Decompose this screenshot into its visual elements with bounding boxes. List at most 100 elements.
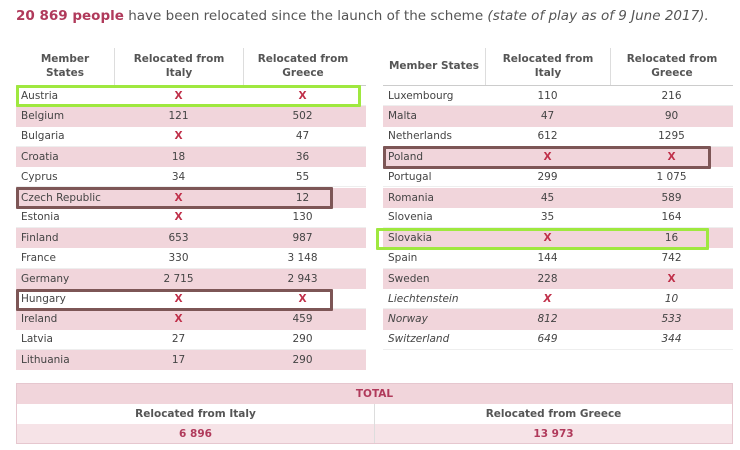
table-row: Belgium 121 502 — [16, 106, 366, 127]
cell-value: 330 — [168, 252, 189, 265]
column-header: Relocated from Greece — [610, 48, 733, 85]
cell-value: 742 — [661, 252, 682, 265]
cell-value: X — [174, 130, 183, 143]
country-name: Bulgaria — [21, 130, 65, 143]
total-header: Relocated from Greece — [485, 408, 622, 420]
country-name: Sweden — [388, 272, 430, 285]
table-row: Slovenia 35 164 — [383, 207, 733, 229]
cell-value: 2 715 — [163, 272, 194, 285]
table-row: Bulgaria X 47 — [16, 126, 366, 147]
highlight-box — [16, 187, 333, 209]
cell-value: 1 075 — [656, 170, 687, 183]
cell-value: 12 — [295, 191, 310, 204]
cell-value: 47 — [540, 110, 555, 123]
cell-value: 612 — [537, 130, 558, 143]
cell-value: 35 — [540, 211, 555, 224]
country-name: Romania — [388, 191, 434, 204]
cell-value: 110 — [537, 89, 558, 102]
country-name: Cyprus — [21, 170, 58, 183]
cell-value: 47 — [295, 130, 310, 143]
cell-value: 533 — [661, 313, 682, 326]
country-name: Finland — [21, 232, 59, 245]
cell-value: 2 943 — [287, 272, 318, 285]
table-row: Ireland X 459 — [16, 309, 366, 330]
table-row: France 330 3 148 — [16, 248, 366, 269]
cell-value: 812 — [537, 313, 558, 326]
country-name: Germany — [21, 272, 70, 285]
cell-value: 502 — [292, 110, 313, 123]
table-row: Malta 47 90 — [383, 106, 733, 127]
total-title: TOTAL — [17, 384, 732, 404]
country-name: Norway — [388, 313, 428, 326]
headline: 20 869 people have been relocated since … — [16, 8, 709, 24]
table-row: Sweden 228 X — [383, 268, 733, 289]
cell-value: 36 — [295, 151, 310, 164]
column-header: Relocated from Italy — [114, 48, 243, 85]
table: Member States Relocated from Italy Relocat… — [383, 48, 733, 350]
cell-value: 17 — [171, 354, 186, 367]
country-name: Spain — [388, 252, 418, 265]
cell-value: 18 — [171, 151, 186, 164]
country-name: Netherlands — [388, 130, 453, 143]
cell-value: X — [174, 191, 183, 204]
headline-text: have been relocated since the launch of … — [128, 8, 484, 24]
cell-value: X — [174, 89, 183, 102]
cell-value: 228 — [537, 272, 558, 285]
table-row: Norway 812 533 — [383, 309, 733, 330]
country-name: Liechtenstein — [388, 292, 459, 305]
table-row: Slovakia X 16 — [383, 228, 733, 249]
country-name: Luxembourg — [388, 89, 454, 102]
highlight-box — [383, 146, 711, 169]
country-name: Croatia — [21, 151, 59, 164]
cell-value: X — [667, 151, 676, 164]
country-name: Belgium — [21, 110, 65, 123]
total-value: 13 973 — [375, 424, 732, 443]
country-name: Slovenia — [388, 211, 433, 224]
table-row: Switzerland 649 344 — [383, 329, 733, 350]
headline-highlight: 20 869 people — [16, 8, 124, 24]
cell-value: 121 — [168, 110, 189, 123]
table-row: Netherlands 612 1295 — [383, 126, 733, 147]
headline-note: (state of play as of 9 June 2017). — [487, 8, 709, 24]
cell-value: 16 — [664, 232, 679, 245]
cell-value: X — [543, 151, 552, 164]
cell-value: 649 — [537, 333, 558, 346]
table-row: Luxembourg 110 216 — [383, 86, 733, 107]
country-name: Lithuania — [21, 354, 70, 367]
total-header: Relocated from Italy — [17, 404, 375, 424]
highlight-box — [376, 228, 709, 250]
cell-value: 34 — [171, 170, 186, 183]
cell-value: X — [667, 272, 676, 285]
cell-value: 653 — [168, 232, 189, 245]
cell-value: X — [174, 292, 183, 305]
column-header: Relocated from Greece — [243, 48, 362, 85]
cell-value: 45 — [540, 191, 555, 204]
table-row: Latvia 27 290 — [16, 329, 366, 350]
table-row: Portugal 299 1 075 — [383, 167, 733, 188]
country-name: Czech Republic — [21, 191, 101, 204]
cell-value: X — [174, 211, 183, 224]
cell-value: X — [543, 292, 552, 305]
cell-value: 90 — [664, 110, 679, 123]
country-name: Malta — [388, 110, 417, 123]
cell-value: X — [298, 89, 307, 102]
cell-value: 27 — [171, 333, 186, 346]
table-row: Finland 653 987 — [16, 228, 366, 249]
cell-value: X — [543, 232, 552, 245]
country-name: Latvia — [21, 333, 53, 346]
country-name: France — [21, 252, 56, 265]
highlight-box — [16, 289, 333, 311]
cell-value: 55 — [295, 170, 310, 183]
country-name: Hungary — [21, 292, 66, 305]
table-row: Spain 144 742 — [383, 248, 733, 269]
cell-value: 459 — [292, 313, 313, 326]
table-row: Germany 2 715 2 943 — [16, 268, 366, 289]
column-header: Member States — [40, 52, 90, 79]
cell-value: 216 — [661, 89, 682, 102]
highlight-box — [16, 85, 361, 107]
cell-value: 144 — [537, 252, 558, 265]
total-box: TOTAL Relocated from Italy Relocated fro… — [16, 383, 733, 444]
table-row: Poland X X — [383, 146, 733, 168]
cell-value: X — [298, 292, 307, 305]
